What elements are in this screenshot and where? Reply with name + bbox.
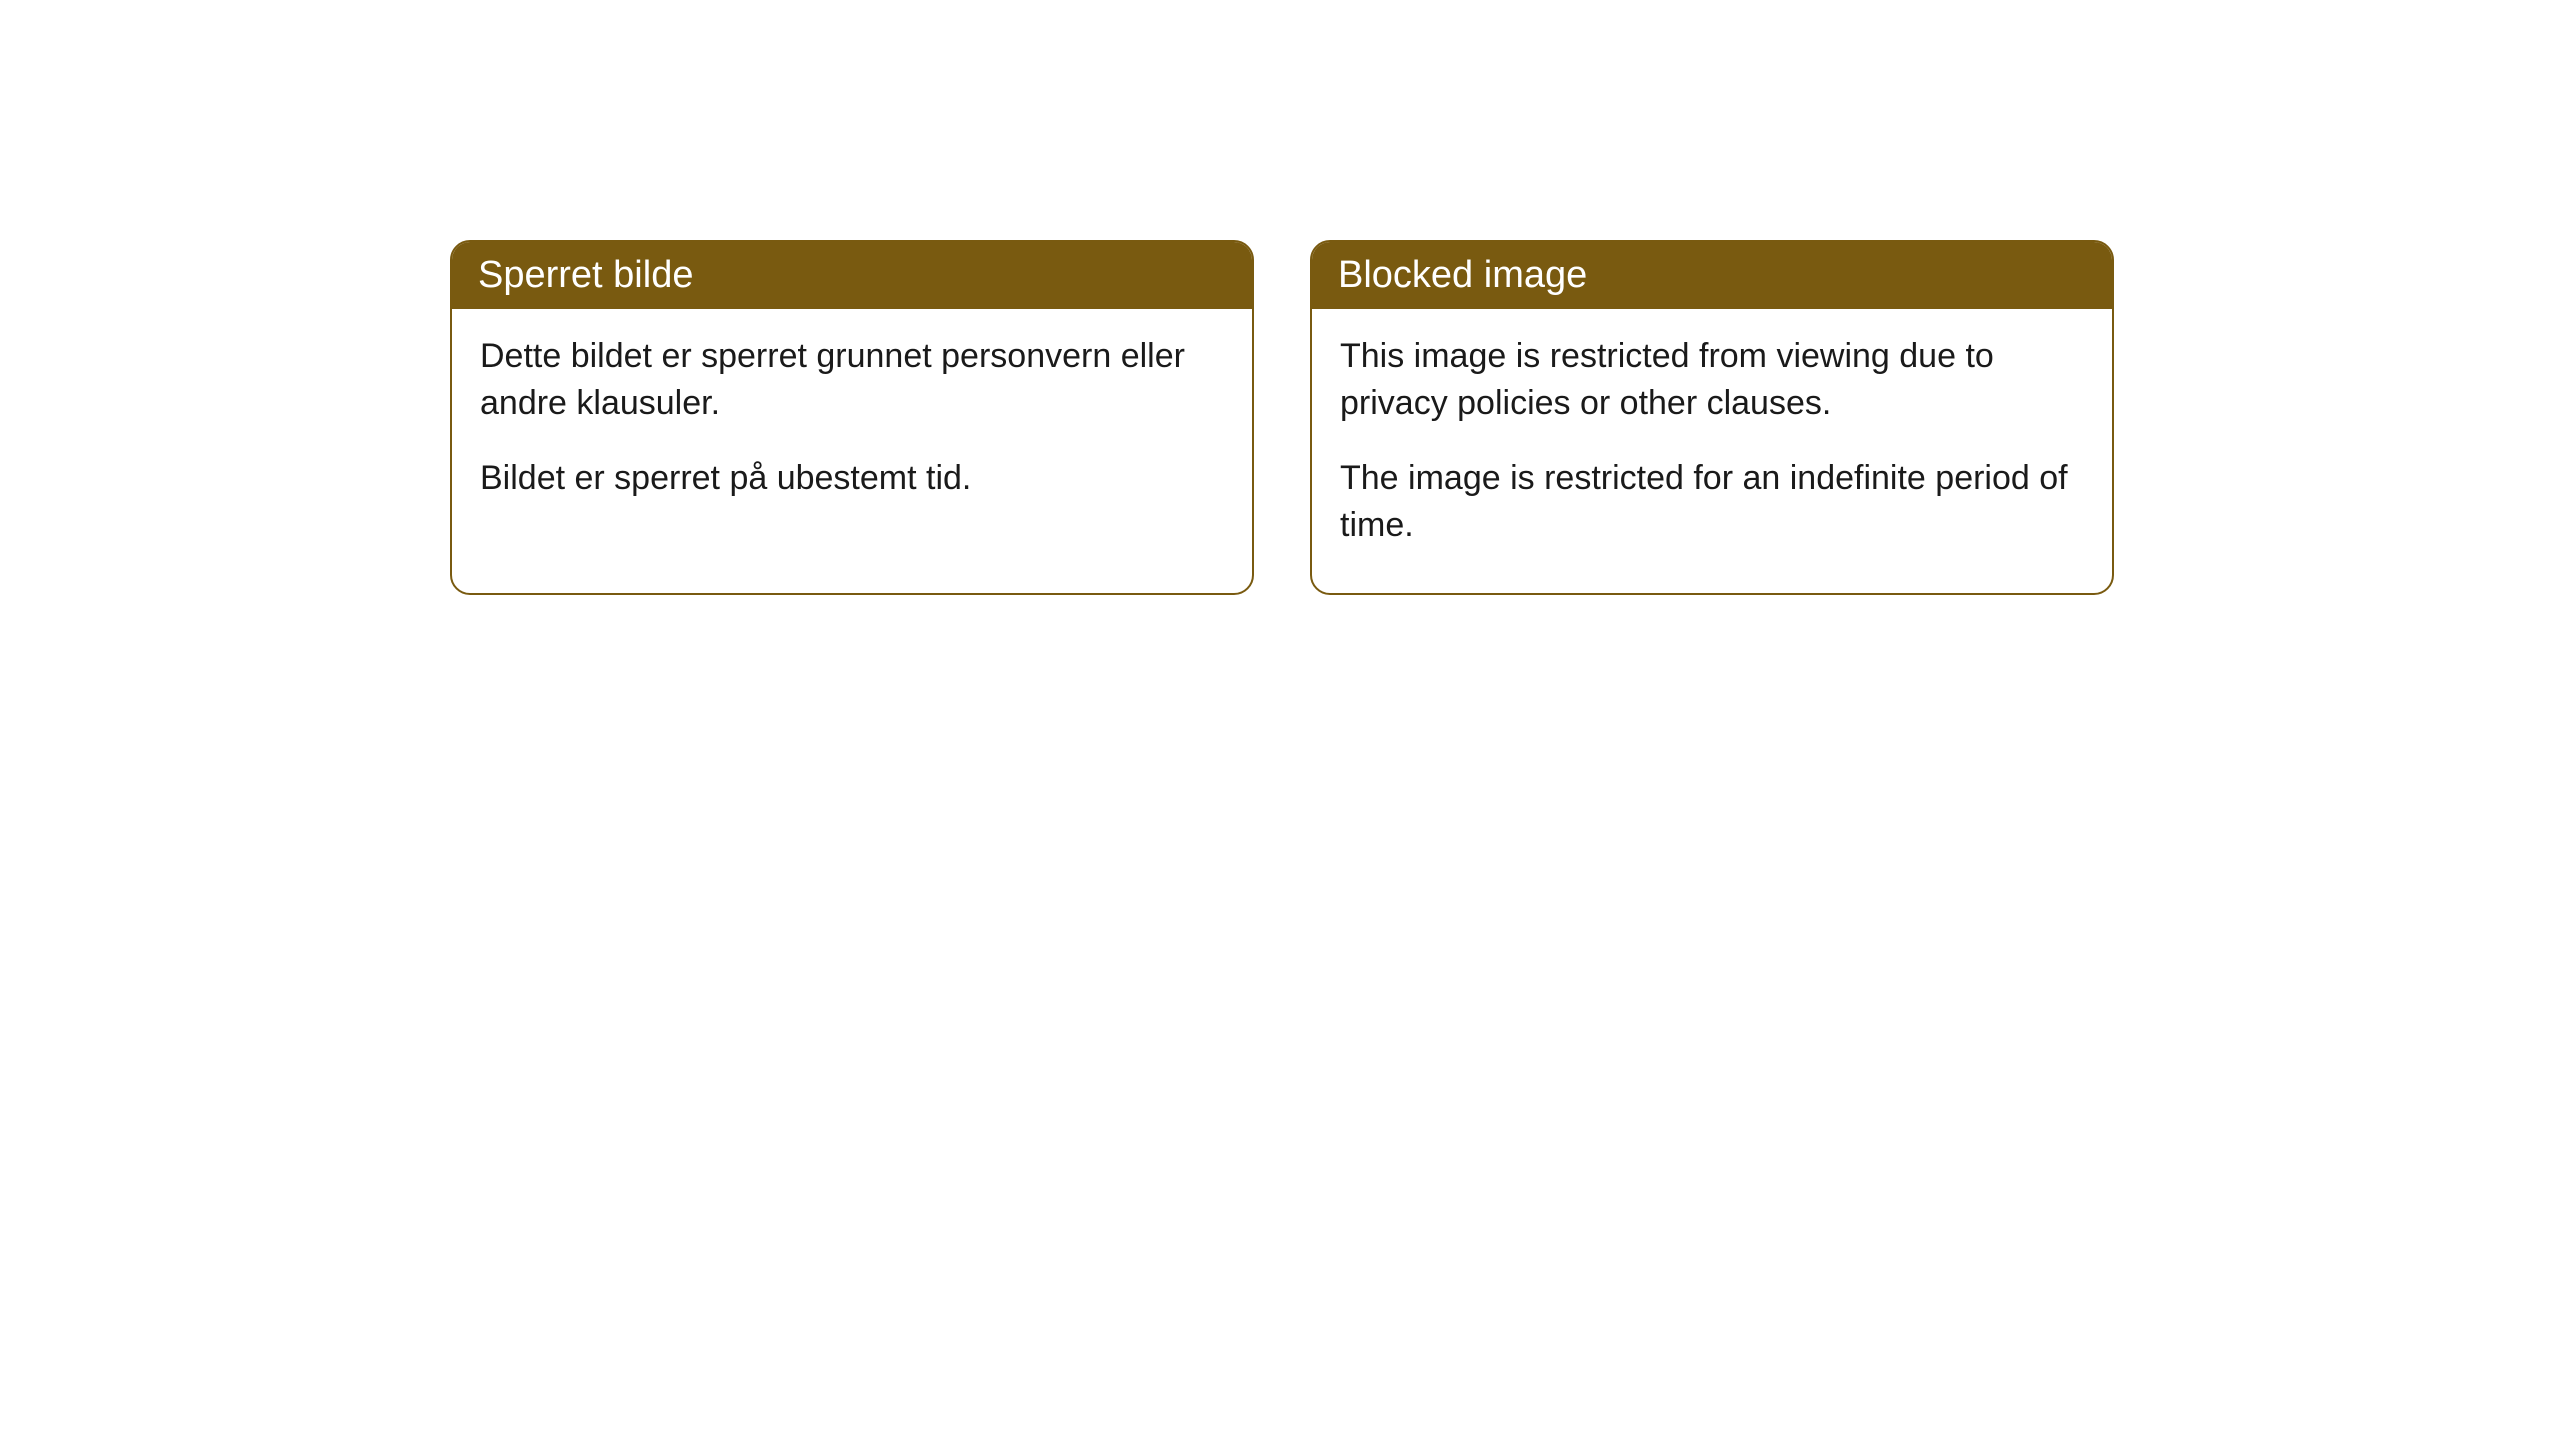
card-header-norwegian: Sperret bilde [452,242,1252,309]
card-paragraph-2: The image is restricted for an indefinit… [1340,455,2084,549]
card-paragraph-2: Bildet er sperret på ubestemt tid. [480,455,1224,502]
card-body-norwegian: Dette bildet er sperret grunnet personve… [452,309,1252,546]
card-title: Sperret bilde [478,254,693,296]
card-paragraph-1: Dette bildet er sperret grunnet personve… [480,333,1224,427]
card-title: Blocked image [1338,254,1587,296]
blocked-image-card-english: Blocked image This image is restricted f… [1310,240,2114,595]
blocked-image-card-norwegian: Sperret bilde Dette bildet er sperret gr… [450,240,1254,595]
notice-cards-container: Sperret bilde Dette bildet er sperret gr… [450,240,2560,595]
card-body-english: This image is restricted from viewing du… [1312,309,2112,593]
card-paragraph-1: This image is restricted from viewing du… [1340,333,2084,427]
card-header-english: Blocked image [1312,242,2112,309]
